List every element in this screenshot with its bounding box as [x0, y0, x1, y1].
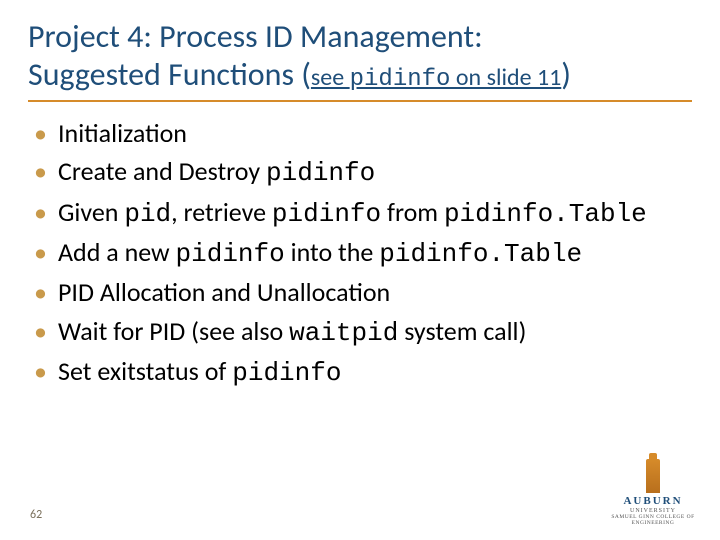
logo-tower-icon	[646, 459, 660, 493]
code-token: pid	[124, 199, 171, 229]
bullet-text: Given	[58, 196, 124, 228]
subtitle-code: pidinfo	[350, 66, 451, 93]
subtitle-post: on slide 11	[450, 63, 561, 92]
subtitle-pre: see	[311, 63, 350, 92]
subtitle-link: see pidinfo on slide 11	[311, 63, 561, 92]
list-item: Create and Destroy pidinfo	[34, 154, 692, 190]
slide: Project 4: Process ID Management: Sugges…	[0, 0, 720, 540]
title-line2-prefix: Suggested Functions	[28, 55, 301, 94]
bullet-text: Set exitstatus of	[58, 355, 232, 387]
list-item: Given pid, retrieve pidinfo from pidinfo…	[34, 195, 692, 231]
code-token: pidinfo.Table	[444, 199, 647, 229]
bullet-text: Initialization	[58, 117, 187, 149]
bullet-list: Initialization Create and Destroy pidinf…	[28, 116, 692, 390]
list-item: Add a new pidinfo into the pidinfo.Table	[34, 235, 692, 271]
bullet-text: into the	[285, 236, 380, 268]
paren-open: (	[301, 55, 311, 94]
logo-sub2: SAMUEL GINN COLLEGE OF ENGINEERING	[608, 514, 698, 526]
bullet-text: PID Allocation and Unallocation	[58, 276, 390, 308]
list-item: Initialization	[34, 116, 692, 150]
list-item: Set exitstatus of pidinfo	[34, 354, 692, 390]
bullet-text: Add a new	[58, 236, 176, 268]
list-item: Wait for PID (see also waitpid system ca…	[34, 314, 692, 350]
code-token: pidinfo	[266, 158, 375, 188]
bullet-text: Wait for PID (see also	[58, 315, 289, 347]
paren-close: )	[561, 55, 571, 94]
title-line1: Project 4: Process ID Management:	[28, 17, 483, 56]
bullet-text: Create and Destroy	[58, 155, 266, 187]
title-block: Project 4: Process ID Management: Sugges…	[28, 18, 692, 102]
code-token: pidinfo	[232, 358, 341, 388]
slide-title: Project 4: Process ID Management: Sugges…	[28, 18, 692, 94]
code-token: pidinfo	[272, 199, 381, 229]
bullet-text: from	[381, 196, 444, 228]
code-token: pidinfo	[176, 239, 285, 269]
code-token: waitpid	[289, 318, 398, 348]
bullet-text: system call)	[398, 315, 526, 347]
logo-word: AUBURN	[608, 495, 698, 507]
list-item: PID Allocation and Unallocation	[34, 275, 692, 309]
code-token: pidinfo.Table	[379, 239, 582, 269]
bullet-text: , retrieve	[171, 196, 272, 228]
university-logo: AUBURN UNIVERSITY SAMUEL GINN COLLEGE OF…	[608, 459, 698, 526]
page-number: 62	[30, 508, 42, 522]
